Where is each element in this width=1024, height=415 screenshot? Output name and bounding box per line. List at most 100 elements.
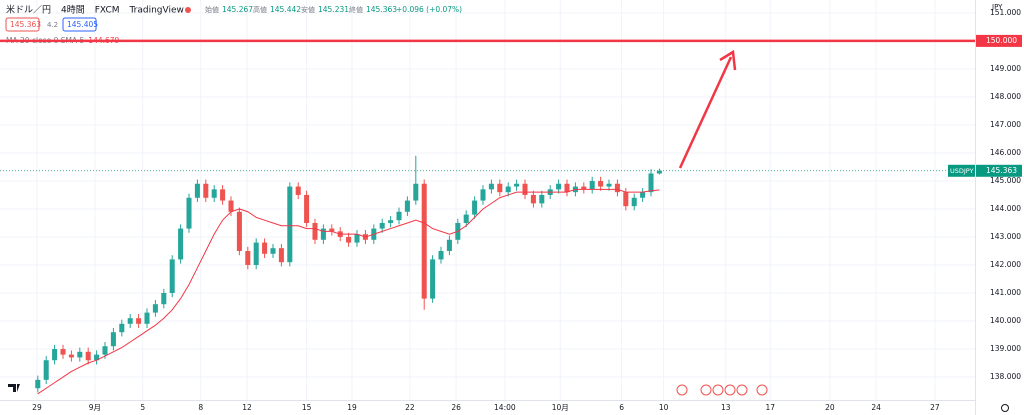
candle-body <box>102 346 108 355</box>
x-tick-label: 15 <box>302 403 312 412</box>
candle-body <box>589 180 595 190</box>
candle-body <box>598 180 604 187</box>
x-tick-label: 20 <box>825 403 835 412</box>
candle-body <box>278 248 284 263</box>
buy-button[interactable] <box>62 17 97 32</box>
event-icons <box>676 384 768 396</box>
x-tick-label: 17 <box>766 403 776 412</box>
ohlc-label: 安値 <box>301 5 315 14</box>
candle-body <box>211 189 217 198</box>
x-tick-label: 10月 <box>552 403 569 412</box>
candle-body <box>556 183 562 190</box>
candle-body <box>488 183 494 190</box>
candle-body <box>270 248 276 254</box>
buy-price[interactable]: 145.405 <box>67 20 98 29</box>
candle-body <box>648 173 654 193</box>
y-tick-label: 151.000 <box>990 8 1021 17</box>
x-tick-label: 19 <box>347 403 357 412</box>
candle-body <box>320 228 326 240</box>
ohlc-value: 145.442 <box>270 5 301 14</box>
candle-body <box>144 312 150 324</box>
candle-body <box>631 197 637 207</box>
y-tick-label: 146.000 <box>990 148 1021 157</box>
candle-body <box>497 183 503 193</box>
candle-body <box>379 222 385 229</box>
candle-body <box>220 189 226 201</box>
candle-body <box>396 211 402 221</box>
candle-body <box>77 351 83 358</box>
candle-body <box>463 214 469 223</box>
candle-body <box>169 259 175 293</box>
y-tick-label: 149.000 <box>990 64 1021 73</box>
x-tick-label: 27 <box>930 403 940 412</box>
plot <box>35 155 662 395</box>
candle-body <box>110 332 116 347</box>
y-tick-label: 138.000 <box>990 372 1021 381</box>
candle-body <box>312 222 318 240</box>
symbol-badge <box>948 164 975 177</box>
x-tick-label: 14:00 <box>494 403 516 412</box>
settings-icon[interactable] <box>1001 404 1009 412</box>
candle-body <box>304 194 310 223</box>
y-tick-label: 143.000 <box>990 232 1021 241</box>
y-tick-label: 139.000 <box>990 344 1021 353</box>
candle-body <box>404 200 410 212</box>
spread: 4.2 <box>47 21 58 29</box>
x-tick-label: 22 <box>405 403 415 412</box>
candle-body <box>329 228 335 232</box>
candle-body <box>606 183 612 187</box>
x-tick-label: 26 <box>451 403 461 412</box>
x-tick-label: 9月 <box>89 403 101 412</box>
candle-body <box>656 170 662 174</box>
candle-body <box>52 349 58 361</box>
x-tick-label: 5 <box>140 403 145 412</box>
candle-body <box>85 351 91 361</box>
candle-body <box>119 323 125 333</box>
candle-body <box>152 304 158 313</box>
candle-body <box>623 192 629 207</box>
candle-body <box>581 186 587 190</box>
y-tick-label: 141.000 <box>990 288 1021 297</box>
x-tick-label: 10 <box>659 403 669 412</box>
candle-body <box>127 318 133 324</box>
candle-body <box>236 211 242 251</box>
candle-body <box>522 183 528 195</box>
candle-body <box>430 259 436 299</box>
candle-body <box>245 250 251 265</box>
price-badge <box>976 164 1022 177</box>
ohlc-label: 終値 <box>349 5 363 14</box>
candle-body <box>136 318 142 324</box>
candle-body <box>413 183 419 201</box>
candle-body <box>295 186 301 195</box>
ohlc-value: 145.231 <box>318 5 349 14</box>
candle-body <box>43 360 49 380</box>
candle-body <box>94 354 100 361</box>
change: +0.096 (+0.07%) <box>396 5 462 14</box>
candle-body <box>514 183 520 187</box>
source: FXCM <box>95 6 120 16</box>
ohlc-value: 145.363 <box>366 5 397 14</box>
candle-body <box>388 220 394 223</box>
candle-body <box>614 183 620 193</box>
x-tick-label: 24 <box>871 403 881 412</box>
y-tick-label: 145.000 <box>990 176 1021 185</box>
x-tick-label: 29 <box>32 403 42 412</box>
candle-body <box>194 183 200 198</box>
sell-button[interactable] <box>5 17 40 32</box>
status-dot <box>185 7 191 13</box>
platform: TradingView <box>129 6 184 16</box>
y-tick-label: 140.000 <box>990 316 1021 325</box>
candle-body <box>539 194 545 204</box>
candle-body <box>438 250 444 260</box>
x-tick-label: 8 <box>198 403 203 412</box>
arrow <box>678 49 737 169</box>
sell-price[interactable]: 145.363 <box>10 20 41 29</box>
price-badge-label: 145.363 <box>986 166 1017 175</box>
grid <box>0 0 975 400</box>
candle-body <box>262 242 268 254</box>
x-tick-label: 12 <box>242 403 252 412</box>
candle-body <box>228 200 234 212</box>
symbol: 米ドル／円 <box>6 4 51 16</box>
